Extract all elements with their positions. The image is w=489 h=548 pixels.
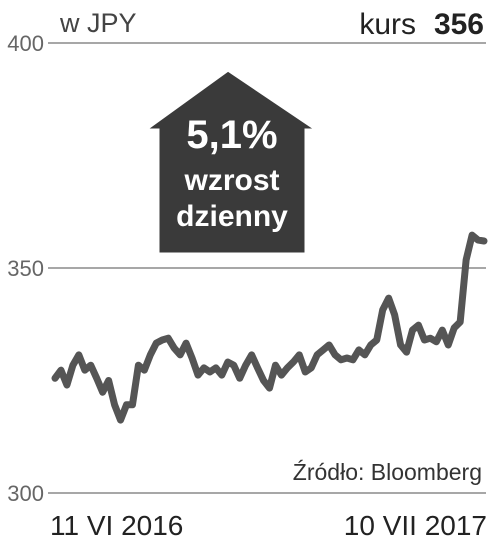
badge-text: dzienny <box>176 200 288 233</box>
y-tick-label: 400 <box>7 31 44 56</box>
badge-value: 5,1% <box>186 113 277 157</box>
current-label: kurs <box>359 8 416 41</box>
badge-arrow <box>140 68 322 256</box>
source: Źródło: Bloomberg <box>293 459 482 485</box>
x-tick-label: 11 VI 2016 <box>50 510 183 541</box>
chart-title: w JPY <box>59 8 137 38</box>
y-tick-label: 350 <box>7 256 44 281</box>
current-value: 356 <box>434 8 484 41</box>
line <box>51 231 488 424</box>
y-tick-label: 300 <box>7 481 44 506</box>
badge: 5,1% wzrost dzienny <box>140 68 322 256</box>
badge-text: wzrost <box>183 164 279 197</box>
x-tick-label: 10 VII 2017 <box>344 510 487 541</box>
